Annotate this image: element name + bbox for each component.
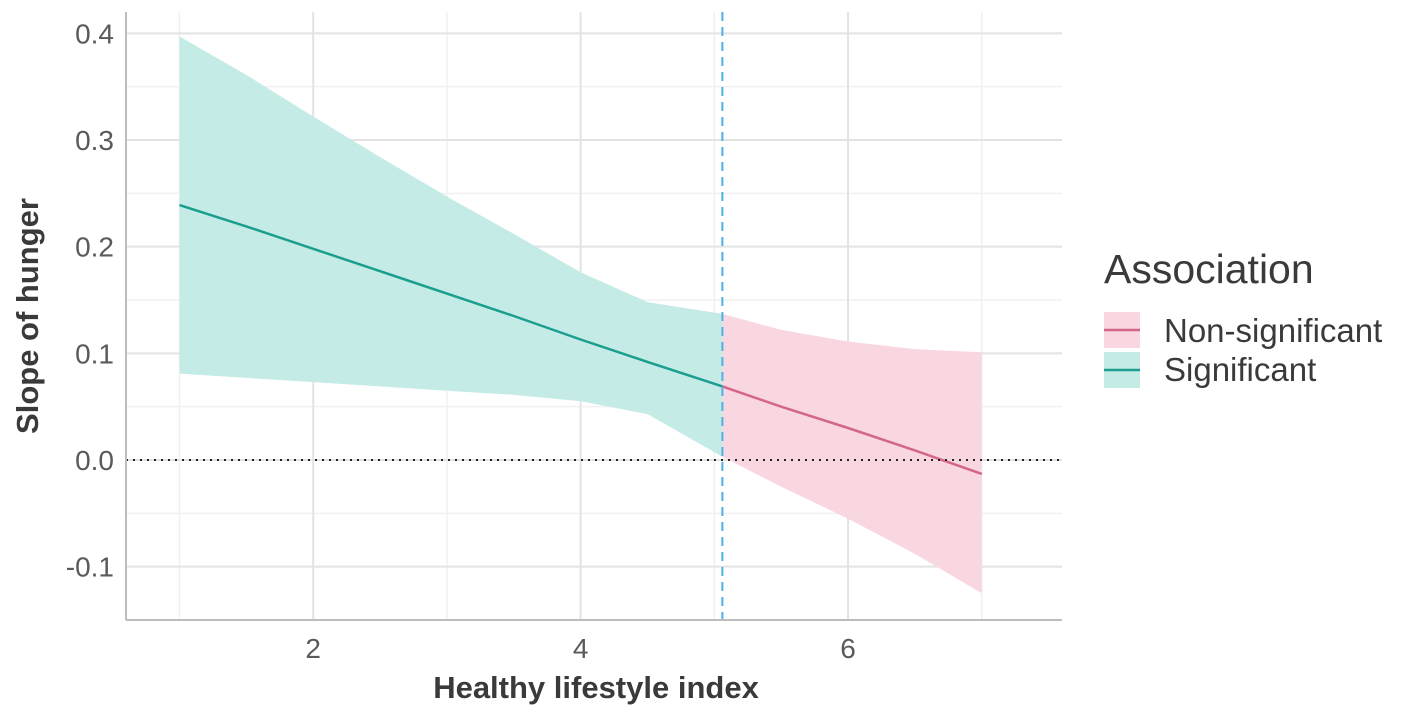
y-tick-label: 0.4 — [75, 18, 114, 49]
y-tick-label: -0.1 — [66, 552, 114, 583]
x-tick-label: 6 — [840, 633, 856, 664]
x-tick-label: 2 — [305, 633, 321, 664]
y-tick-label: 0.1 — [75, 338, 114, 369]
legend-title: Association — [1104, 246, 1314, 292]
x-tick-labels: 2 4 6 — [305, 633, 855, 664]
legend: Association Non-significant Significant — [1104, 246, 1382, 388]
y-tick-labels: -0.1 0.0 0.1 0.2 0.3 0.4 — [66, 18, 114, 582]
y-tick-label: 0.3 — [75, 125, 114, 156]
confidence-bands — [179, 36, 982, 594]
y-tick-label: 0.0 — [75, 445, 114, 476]
legend-label-non-significant: Non-significant — [1164, 312, 1382, 349]
reference-lines — [126, 12, 1062, 620]
y-tick-label: 0.2 — [75, 232, 114, 263]
series-lines — [179, 203, 983, 476]
y-axis-title: Slope of hunger — [10, 198, 45, 434]
series-line-non-significant — [721, 385, 983, 476]
axes — [125, 12, 1062, 621]
confidence-band-non-significant — [722, 313, 982, 594]
x-tick-label: 4 — [573, 633, 589, 664]
confidence-band-significant — [179, 36, 723, 457]
legend-label-significant: Significant — [1164, 351, 1316, 388]
x-axis-title: Healthy lifestyle index — [433, 670, 759, 705]
series-line-significant — [179, 203, 723, 388]
